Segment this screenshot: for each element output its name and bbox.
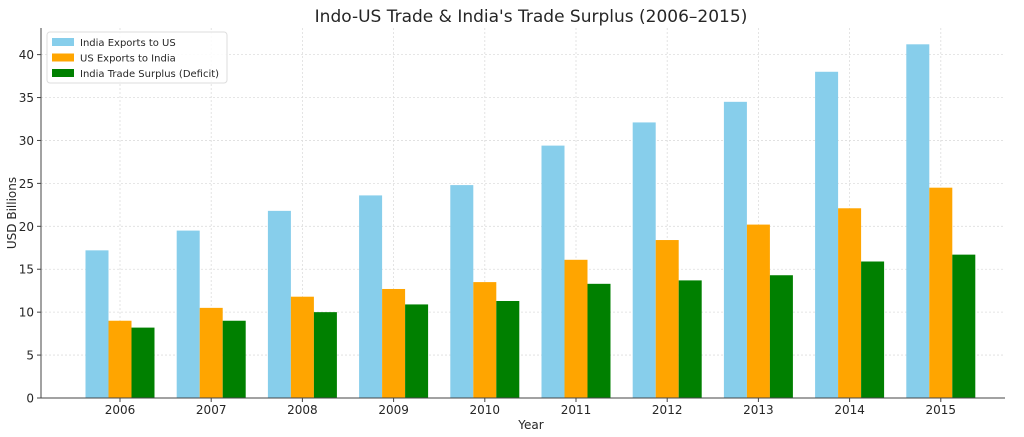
- bar-india-trade-surplus-deficit: [222, 320, 246, 398]
- chart-title: Indo-US Trade & India's Trade Surplus (2…: [315, 7, 748, 27]
- y-tick-label: 5: [26, 349, 34, 363]
- bar-india-trade-surplus-deficit: [861, 261, 885, 398]
- bar-us-exports-to-india: [290, 296, 314, 398]
- x-tick-label: 2006: [105, 403, 136, 417]
- legend-label: India Exports to US: [80, 38, 176, 49]
- bar-us-exports-to-india: [746, 224, 770, 398]
- x-tick-label: 2015: [926, 403, 957, 417]
- legend-swatch: [52, 38, 74, 46]
- y-tick-label: 10: [19, 306, 34, 320]
- x-tick-label: 2011: [561, 403, 592, 417]
- bar-us-exports-to-india: [199, 307, 223, 398]
- bar-us-exports-to-india: [655, 240, 679, 398]
- bar-india-exports-to-us: [176, 230, 200, 398]
- y-tick-label: 30: [19, 134, 34, 148]
- legend-label: US Exports to India: [80, 54, 176, 65]
- x-tick-label: 2009: [378, 403, 409, 417]
- bar-india-exports-to-us: [723, 101, 747, 398]
- bar-us-exports-to-india: [564, 259, 588, 398]
- bar-india-trade-surplus-deficit: [769, 275, 793, 398]
- legend: India Exports to US US Exports to India In…: [46, 31, 228, 84]
- bar-india-exports-to-us: [632, 122, 656, 399]
- legend-swatch: [52, 69, 74, 77]
- y-tick-label: 25: [19, 177, 34, 191]
- bar-india-exports-to-us: [906, 44, 930, 398]
- y-tick-label: 15: [19, 263, 34, 277]
- legend-label: India Trade Surplus (Deficit): [80, 69, 219, 80]
- bar-us-exports-to-india: [838, 208, 862, 398]
- bar-india-exports-to-us: [359, 195, 383, 398]
- y-tick-label: 35: [19, 91, 34, 105]
- x-tick-label: 2012: [652, 403, 683, 417]
- bar-india-trade-surplus-deficit: [952, 254, 976, 398]
- bars: [85, 44, 976, 399]
- x-tick-label: 2008: [287, 403, 318, 417]
- x-tick-label: 2007: [196, 403, 227, 417]
- axes: 0 5 10 15 20 25 30 35 40 2006 2007 2008 2009 2010 2011…: [19, 28, 1005, 417]
- x-tick-label: 2013: [743, 403, 774, 417]
- bar-india-exports-to-us: [541, 145, 565, 398]
- y-tick-label: 20: [19, 220, 34, 234]
- x-tick-label: 2014: [834, 403, 865, 417]
- legend-swatch: [52, 53, 74, 62]
- y-axis-label: USD Billions: [5, 177, 19, 249]
- bar-india-trade-surplus-deficit: [131, 327, 155, 398]
- bar-india-trade-surplus-deficit: [678, 280, 702, 398]
- x-tick-label: 2010: [470, 403, 501, 417]
- bar-india-trade-surplus-deficit: [587, 283, 611, 398]
- bar-india-trade-surplus-deficit: [405, 304, 429, 398]
- bar-india-trade-surplus-deficit: [313, 312, 337, 398]
- bar-us-exports-to-india: [108, 320, 132, 398]
- bar-india-trade-surplus-deficit: [496, 300, 520, 398]
- y-tick-label: 40: [19, 48, 34, 62]
- bar-india-exports-to-us: [85, 250, 109, 398]
- bar-india-exports-to-us: [450, 185, 474, 398]
- bar-us-exports-to-india: [929, 187, 953, 398]
- bar-us-exports-to-india: [382, 288, 406, 398]
- bar-india-exports-to-us: [267, 210, 291, 398]
- legend-box: [46, 31, 228, 84]
- x-axis-label: Year: [517, 418, 543, 432]
- bar-india-exports-to-us: [815, 71, 839, 398]
- y-tick-label: 0: [26, 392, 34, 406]
- bar-us-exports-to-india: [473, 282, 497, 398]
